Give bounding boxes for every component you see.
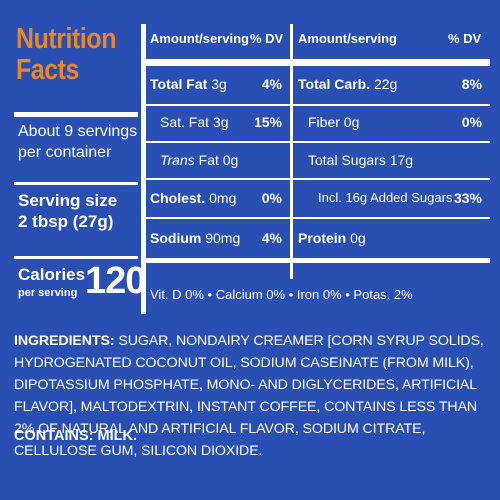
row-trans-fat: Trans Fat 0g bbox=[160, 152, 239, 168]
vitamins-minerals: Vit. D 0% • Calcium 0% • Iron 0% • Potas… bbox=[150, 287, 413, 302]
calories-value: 120 bbox=[85, 260, 146, 302]
row-cholesterol: Cholest. 0mg bbox=[150, 190, 237, 206]
header-amount-left: Amount/serving bbox=[150, 31, 249, 46]
ingredients-text: SUGAR, NONDAIRY CREAMER [CORN SYRUP SOLI… bbox=[14, 333, 484, 459]
header-dv-right: % DV bbox=[448, 31, 482, 46]
dv-added-sugars: 33% bbox=[453, 190, 482, 206]
dv-cholesterol: 0% bbox=[261, 190, 282, 206]
dv-sodium: 4% bbox=[261, 230, 282, 246]
nutrition-facts-panel: Nutrition Facts About 9 servings per con… bbox=[14, 24, 490, 314]
row-sat-fat: Sat. Fat 3g bbox=[160, 114, 229, 130]
row-sodium: Sodium 90mg bbox=[150, 230, 241, 246]
dv-fiber: 0% bbox=[461, 114, 482, 130]
dv-total-carb: 8% bbox=[461, 76, 482, 92]
header-amount-right: Amount/serving bbox=[298, 31, 397, 46]
rule-thick-bottom bbox=[146, 258, 490, 263]
servings-per-container: About 9 servings per container bbox=[18, 123, 138, 161]
calories-label: Calories bbox=[18, 265, 86, 284]
row-rule bbox=[146, 104, 490, 106]
row-rule bbox=[146, 217, 490, 219]
header-dv-left: % DV bbox=[250, 31, 284, 46]
rule-thick-header bbox=[146, 59, 490, 66]
ingredients-label: INGREDIENTS: bbox=[14, 333, 115, 349]
nutrition-facts-title: Nutrition Facts bbox=[16, 24, 154, 86]
divider-vertical bbox=[290, 24, 293, 279]
row-protein: Protein 0g bbox=[298, 230, 366, 246]
divider-vertical bbox=[141, 24, 146, 314]
row-total-carb: Total Carb. 22g bbox=[298, 76, 398, 92]
rule bbox=[14, 256, 138, 259]
ingredients-statement: INGREDIENTS: SUGAR, NONDAIRY CREAMER [CO… bbox=[14, 330, 492, 462]
title-line-1: Nutrition bbox=[16, 23, 117, 55]
dv-total-fat: 4% bbox=[261, 76, 282, 92]
row-rule bbox=[146, 141, 490, 143]
row-rule bbox=[146, 178, 490, 180]
row-added-sugars: Incl. 16g Added Sugars bbox=[318, 190, 453, 205]
title-line-2: Facts bbox=[16, 54, 80, 86]
dv-sat-fat: 15% bbox=[253, 114, 282, 130]
row-total-fat: Total Fat 3g bbox=[150, 76, 227, 92]
serving-size: Serving size 2 tbsp (27g) bbox=[18, 191, 118, 231]
row-total-sugars: Total Sugars 17g bbox=[308, 152, 414, 168]
rule-thick bbox=[14, 112, 138, 117]
allergen-statement: CONTAINS: MILK. bbox=[14, 428, 137, 444]
row-fiber: Fiber 0g bbox=[308, 114, 360, 130]
rule bbox=[14, 182, 138, 185]
calories-subtitle: per serving bbox=[18, 287, 78, 299]
